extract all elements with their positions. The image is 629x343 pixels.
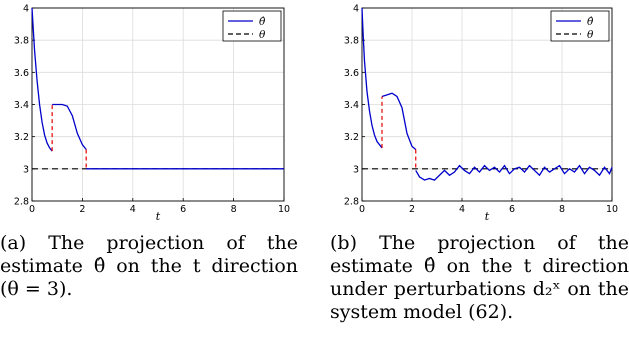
legend: θ̂θ [222, 10, 282, 42]
legend-label: θ [587, 29, 594, 41]
y-tick-label: 4 [353, 4, 359, 15]
x-tick-label: 8 [231, 204, 237, 215]
x-tick-label: 0 [359, 204, 365, 215]
chart-a: 0 2 4 6 8 10 2.8 3 3.2 3.4 3.6 3.8 4 t θ̂θ [14, 4, 290, 224]
y-tick-label: 4 [23, 4, 29, 15]
legend-label: θ [259, 29, 266, 41]
chart-b: 0 2 4 6 8 10 2.8 3 3.2 3.4 3.6 3.8 4 t θ̂θ [344, 4, 618, 224]
series-theta-hat-line [52, 103, 87, 150]
y-tick-label: 3.8 [344, 36, 359, 47]
series-theta-hat-line [31, 7, 53, 152]
x-tick-label: 10 [278, 204, 290, 215]
x-tick-label: 2 [79, 204, 85, 215]
y-tick-label: 2.8 [344, 197, 359, 208]
x-tick-label: 8 [559, 204, 565, 215]
y-tick-label: 2.8 [14, 197, 29, 208]
caption-b: (b) The projection of the estimate θ̂ on… [330, 232, 629, 323]
y-tick-label: 3 [23, 164, 29, 175]
y-tick-label: 3.6 [14, 68, 29, 79]
legend-label: θ̂ [259, 16, 266, 28]
y-tick-label: 3.4 [344, 100, 359, 111]
series-theta-hat-line [381, 92, 417, 151]
y-tick-label: 3.4 [14, 100, 29, 111]
x-axis-label: t [485, 210, 490, 223]
legend-box [550, 10, 610, 42]
x-tick-label: 6 [180, 204, 186, 215]
y-tick-label: 3.6 [344, 68, 359, 79]
y-tick-label: 3 [353, 164, 359, 175]
y-tick-label: 3.2 [14, 132, 29, 143]
x-axis-label: t [156, 210, 161, 223]
x-tick-label: 4 [130, 204, 136, 215]
y-tick-label: 3.2 [344, 132, 359, 143]
x-tick-label: 10 [606, 204, 618, 215]
x-tick-label: 2 [409, 204, 415, 215]
series-theta-hat-line [415, 164, 613, 181]
x-tick-label: 6 [509, 204, 515, 215]
legend: θ̂θ [550, 10, 610, 42]
y-tick-label: 3.8 [14, 36, 29, 47]
series-theta-hat-line [361, 7, 383, 149]
legend-label: θ̂ [587, 16, 594, 28]
legend-box [222, 10, 282, 42]
caption-a: (a) The projection of the estimate θ̂ on… [0, 232, 298, 300]
x-tick-label: 0 [29, 204, 35, 215]
x-tick-label: 4 [459, 204, 465, 215]
